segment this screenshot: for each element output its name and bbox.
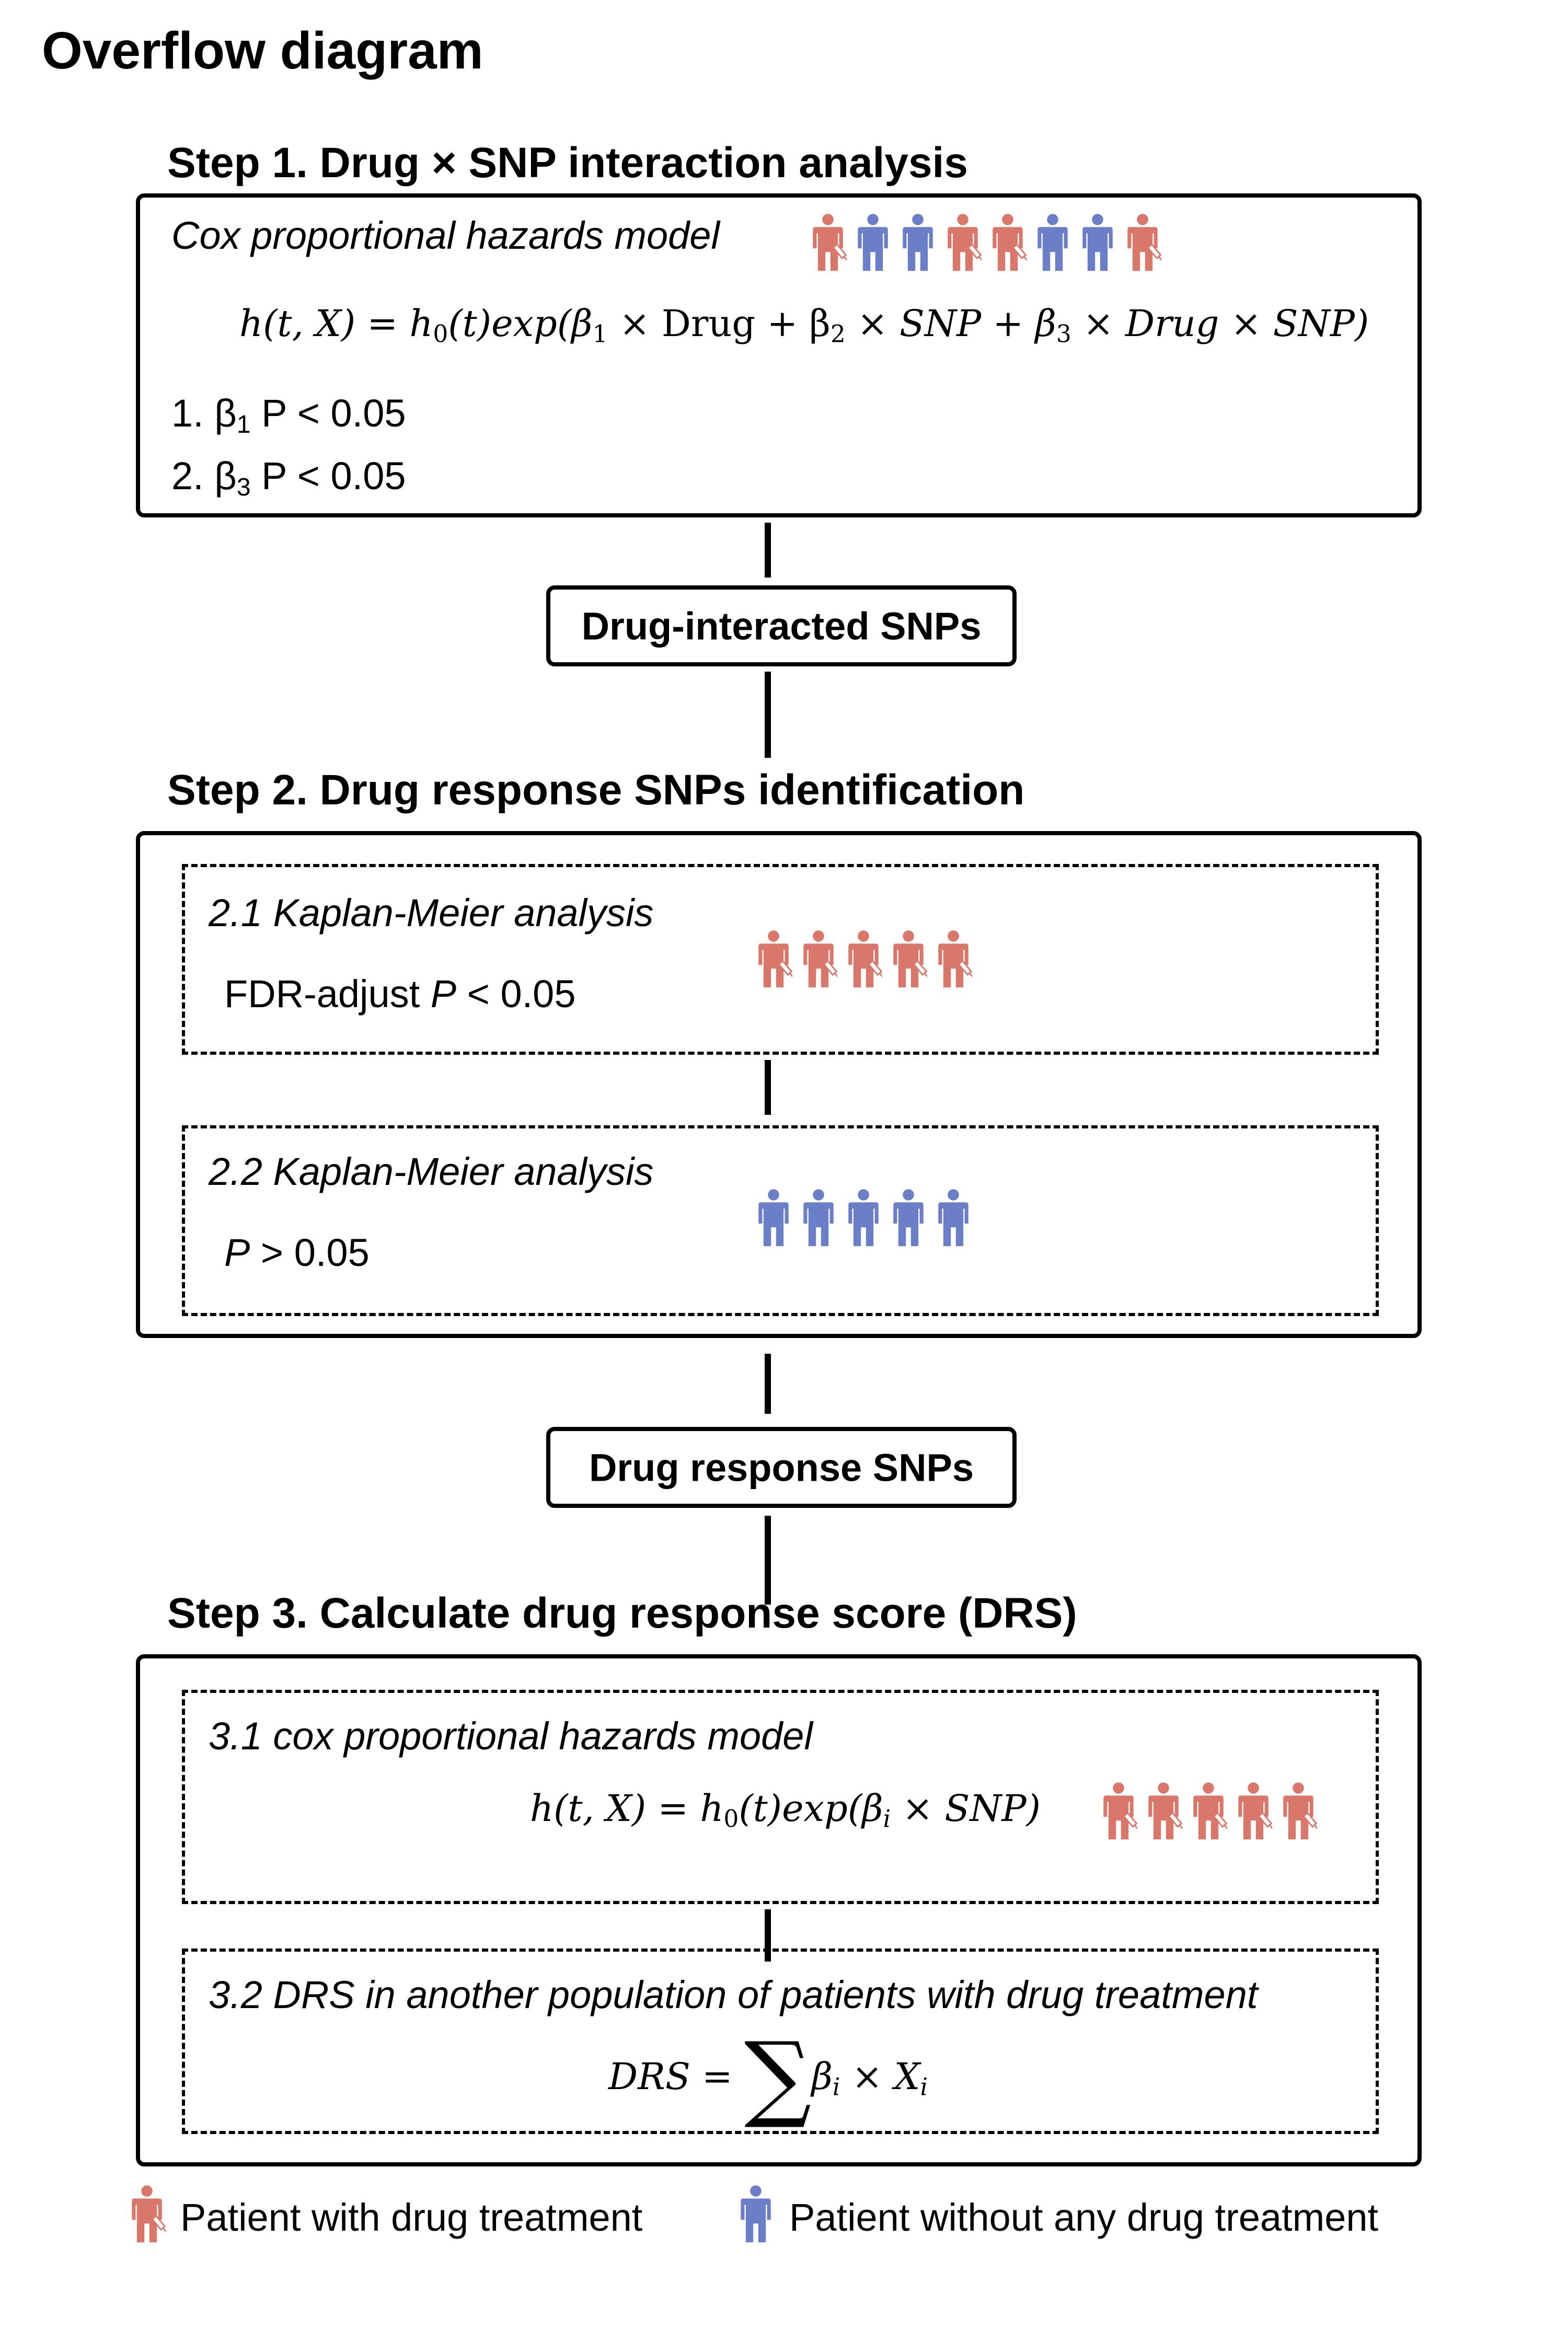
formula-part: × Drug × SNP) [1071, 302, 1369, 345]
connector-line [765, 1354, 771, 1414]
patient-treated-icon [1193, 1782, 1227, 1840]
formula-part: × SNP) [891, 1787, 1041, 1830]
step2-1-box: 2.1 Kaplan-Meier analysis FDR-adjust P <… [182, 864, 1379, 1055]
patient-treated-icon [1103, 1782, 1137, 1840]
connector-line [765, 672, 771, 758]
legend-untreated-label: Patient without any drug treatment [789, 2196, 1379, 2239]
condition-text: FDR-adjust [224, 972, 431, 1016]
formula-part: β [811, 2055, 833, 2098]
criterion-sub: 3 [236, 473, 251, 502]
step2-1-condition: FDR-adjust P < 0.05 [224, 972, 575, 1016]
criterion-text: 1. β [171, 391, 237, 435]
formula-sub: 3 [1056, 320, 1071, 348]
step3-2-box: 3.2 DRS in another population of patient… [182, 1949, 1379, 2134]
patient-untreated-icon [1082, 214, 1113, 271]
connector-line [765, 1516, 771, 1605]
step3-1-title: 3.1 cox proportional hazards model [209, 1714, 813, 1758]
criterion-sub: 1 [236, 410, 251, 439]
step1-title: Step 1. Drug × SNP interaction analysis [167, 139, 968, 187]
connector-line [765, 1060, 771, 1115]
step2-2-condition: P > 0.05 [224, 1230, 370, 1275]
formula-sub: i [883, 1805, 891, 1833]
formula-part: h(t, X) = h [530, 1787, 724, 1830]
drug-interacted-snps-box: Drug-interacted SNPs [546, 585, 1017, 666]
connector-label: Drug-interacted SNPs [581, 604, 982, 648]
formula-part: × X [840, 2055, 920, 2098]
patient-untreated-icon [858, 214, 888, 271]
formula-sub: 0 [433, 320, 448, 348]
formula-sub: 0 [723, 1805, 739, 1833]
formula-part: × SNP + β [845, 302, 1056, 345]
patient-treated-icon [893, 930, 927, 988]
step2-box: 2.1 Kaplan-Meier analysis FDR-adjust P <… [136, 831, 1422, 1338]
formula-sub: 2 [830, 320, 846, 348]
diagram-title: Overflow diagram [42, 21, 483, 80]
step2-1-title: 2.1 Kaplan-Meier analysis [209, 891, 654, 935]
patient-treated-icon [1283, 1782, 1317, 1840]
step1-criterion-1: 1. β1 P < 0.05 [171, 391, 406, 439]
patient-treated-icon [948, 214, 982, 271]
step3-title: Step 3. Calculate drug response score (D… [167, 1589, 1077, 1637]
patient-treated-icon [1148, 1782, 1182, 1840]
patient-untreated-icon [803, 1189, 834, 1247]
patient-treated-icon [132, 2185, 167, 2243]
formula-sub: i [832, 2073, 840, 2101]
patient-untreated-icon [893, 1189, 924, 1247]
formula-sub: i [920, 2073, 928, 2101]
patient-treated-icon [1127, 214, 1161, 271]
step3-2-formula: DRS = ∑βi × Xi [608, 2030, 928, 2124]
step2-2-box: 2.2 Kaplan-Meier analysis P > 0.05 [182, 1125, 1379, 1316]
criterion-text: 2. β [171, 454, 237, 498]
patient-treated-icon [993, 214, 1027, 271]
legend-treated-icon [128, 2185, 167, 2247]
patient-untreated-icon [758, 1189, 789, 1247]
formula-part: h(t, X) = h [239, 302, 433, 345]
patient-untreated-icon [938, 1189, 969, 1247]
step3-2-title: 3.2 DRS in another population of patient… [209, 1973, 1258, 2016]
patient-untreated-icon [741, 2185, 771, 2243]
condition-text: > 0.05 [250, 1231, 370, 1274]
connector-line [765, 523, 771, 578]
drug-response-snps-box: Drug response SNPs [546, 1427, 1017, 1508]
patient-untreated-icon [848, 1189, 879, 1247]
patient-treated-icon [1238, 1782, 1272, 1840]
formula-sub: 1 [592, 320, 608, 348]
patient-treated-icon [848, 930, 882, 988]
patient-treated-icon [813, 214, 847, 271]
formula-part: DRS = [608, 2055, 744, 2098]
step2-1-patient-icons [755, 930, 972, 990]
patient-untreated-icon [903, 214, 933, 271]
step1-model-label: Cox proportional hazards model [171, 214, 720, 257]
step3-box: 3.1 cox proportional hazards model h(t, … [136, 1654, 1422, 2166]
formula-part: (t)exp(β [739, 1787, 883, 1830]
condition-text: < 0.05 [456, 972, 576, 1016]
patient-treated-icon [938, 930, 972, 988]
step1-patient-icons [809, 213, 1161, 273]
condition-p: P [430, 972, 457, 1016]
patient-untreated-icon [1037, 214, 1068, 271]
connector-label: Drug response SNPs [589, 1446, 974, 1489]
patient-treated-icon [803, 930, 837, 988]
criterion-text: P < 0.05 [250, 391, 406, 435]
step3-1-formula: h(t, X) = h0(t)exp(βi × SNP) [530, 1787, 1041, 1832]
sum-symbol: ∑ [744, 2022, 812, 2131]
patient-treated-icon [758, 930, 792, 988]
step2-2-title: 2.2 Kaplan-Meier analysis [209, 1150, 654, 1193]
condition-p: P [224, 1231, 250, 1274]
legend-untreated-icon [737, 2185, 775, 2247]
criterion-text: P < 0.05 [250, 454, 406, 498]
step3-1-box: 3.1 cox proportional hazards model h(t, … [182, 1690, 1379, 1904]
legend-treated-label: Patient with drug treatment [180, 2196, 643, 2239]
formula-part: (t)exp(β [448, 302, 593, 345]
step1-criterion-2: 2. β3 P < 0.05 [171, 454, 406, 502]
step3-1-patient-icons [1100, 1782, 1317, 1842]
step2-2-patient-icons [755, 1189, 972, 1249]
step1-box: Cox proportional hazards model h(t, X) =… [136, 193, 1422, 517]
step2-title: Step 2. Drug response SNPs identificatio… [167, 766, 1025, 814]
step1-formula: h(t, X) = h0(t)exp(β1 × Drug + β2 × SNP … [239, 302, 1369, 348]
formula-part: × Drug + β [607, 302, 831, 345]
